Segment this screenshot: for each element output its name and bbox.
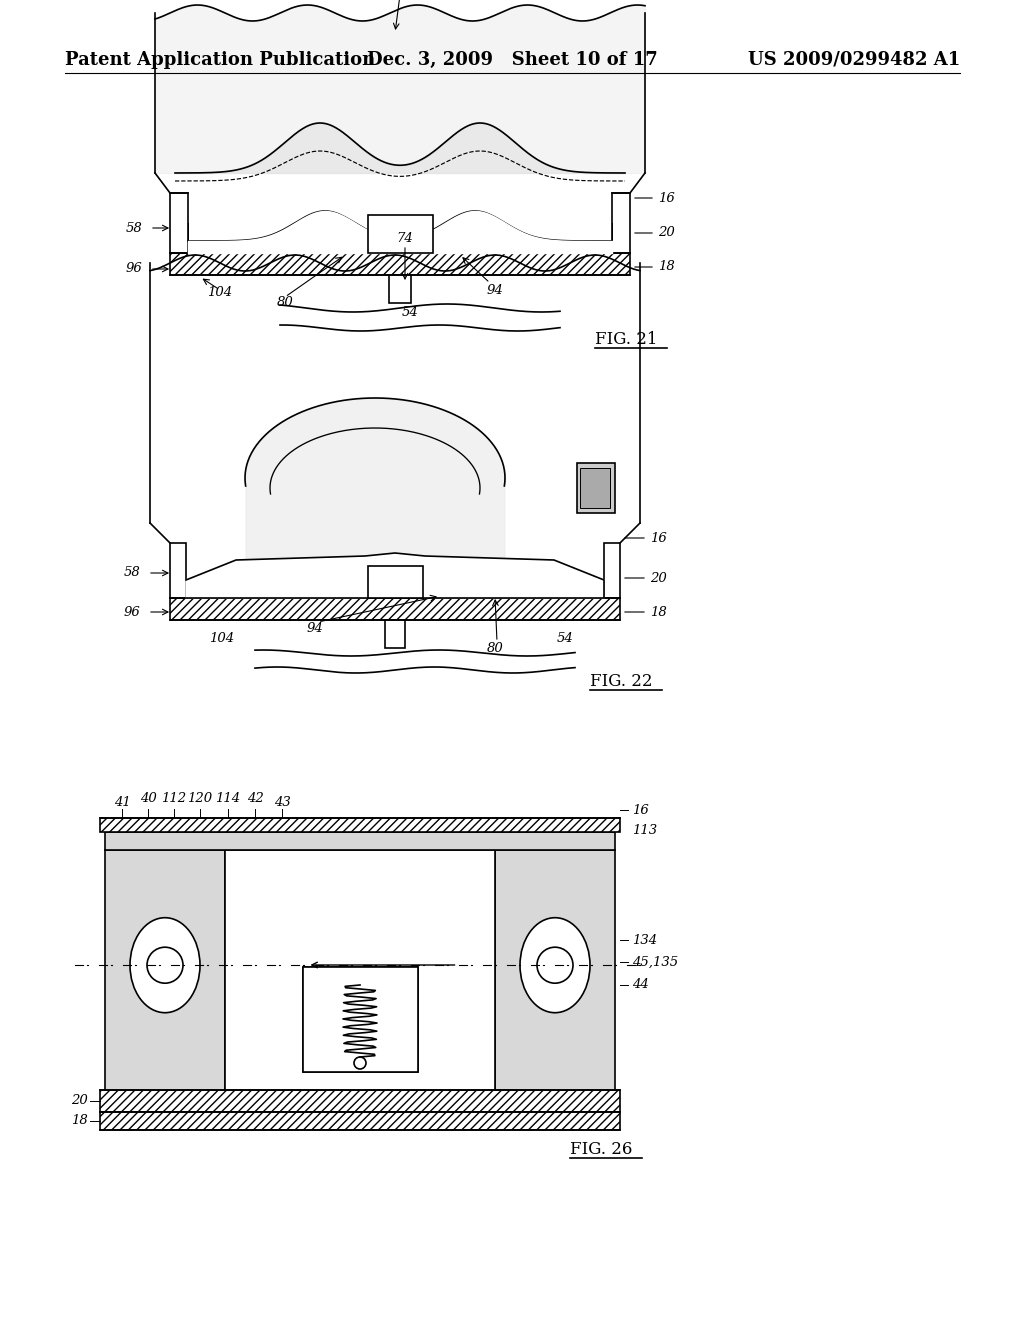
Text: 20: 20 <box>650 572 667 585</box>
Text: 104: 104 <box>210 631 234 644</box>
Text: Dec. 3, 2009   Sheet 10 of 17: Dec. 3, 2009 Sheet 10 of 17 <box>367 51 657 69</box>
Text: US 2009/0299482 A1: US 2009/0299482 A1 <box>748 51 961 69</box>
Bar <box>105 832 615 850</box>
Text: 20: 20 <box>72 1094 88 1107</box>
Bar <box>385 620 406 648</box>
Text: 41: 41 <box>114 796 130 808</box>
Text: FIG. 26: FIG. 26 <box>570 1142 633 1159</box>
Bar <box>170 598 620 620</box>
Bar <box>225 850 495 1090</box>
Text: 80: 80 <box>486 642 504 655</box>
Bar <box>100 1090 620 1111</box>
Ellipse shape <box>130 917 200 1012</box>
Bar <box>100 818 620 832</box>
Text: 16: 16 <box>658 191 675 205</box>
Text: 42: 42 <box>247 792 263 804</box>
Text: 20: 20 <box>658 227 675 239</box>
Circle shape <box>537 948 573 983</box>
Text: FIG. 21: FIG. 21 <box>595 331 657 348</box>
Text: 74: 74 <box>396 231 414 244</box>
Bar <box>105 850 225 1090</box>
Bar <box>302 968 418 1072</box>
Text: 113: 113 <box>632 824 657 837</box>
Polygon shape <box>186 553 604 598</box>
Text: 58: 58 <box>125 222 142 235</box>
Bar <box>170 193 188 253</box>
Text: 112: 112 <box>162 792 186 804</box>
Text: 54: 54 <box>557 631 573 644</box>
Bar <box>495 850 615 1090</box>
Text: 96: 96 <box>123 606 140 619</box>
Text: Patent Application Publication: Patent Application Publication <box>65 51 375 69</box>
Text: 18: 18 <box>650 606 667 619</box>
Text: 43: 43 <box>273 796 291 808</box>
Text: 45,135: 45,135 <box>632 956 678 969</box>
Bar <box>302 968 418 1072</box>
Text: 18: 18 <box>72 1114 88 1127</box>
Text: 54: 54 <box>401 306 419 319</box>
Text: 18: 18 <box>658 260 675 273</box>
Text: 96: 96 <box>125 263 142 276</box>
Bar <box>368 566 423 598</box>
Bar <box>577 463 615 513</box>
Bar <box>368 215 432 253</box>
Text: 40: 40 <box>139 792 157 804</box>
Text: 134: 134 <box>632 933 657 946</box>
Bar <box>302 968 418 1072</box>
Text: 94: 94 <box>306 622 324 635</box>
Bar <box>170 543 186 598</box>
Text: FIG. 22: FIG. 22 <box>590 673 652 690</box>
Bar <box>170 253 630 275</box>
Text: 120: 120 <box>187 792 213 804</box>
Text: 80: 80 <box>276 297 293 309</box>
Circle shape <box>147 948 183 983</box>
Bar <box>580 469 610 508</box>
Text: 58: 58 <box>123 566 140 579</box>
Text: 44: 44 <box>632 978 649 991</box>
Text: 114: 114 <box>215 792 241 804</box>
Text: 16: 16 <box>632 804 649 817</box>
Text: 104: 104 <box>208 286 232 300</box>
Bar <box>604 543 620 598</box>
Text: 16: 16 <box>650 532 667 544</box>
Bar <box>389 275 411 304</box>
Text: 94: 94 <box>486 284 504 297</box>
Bar <box>100 1111 620 1130</box>
Circle shape <box>354 1057 366 1069</box>
Ellipse shape <box>520 917 590 1012</box>
Bar <box>612 193 630 253</box>
